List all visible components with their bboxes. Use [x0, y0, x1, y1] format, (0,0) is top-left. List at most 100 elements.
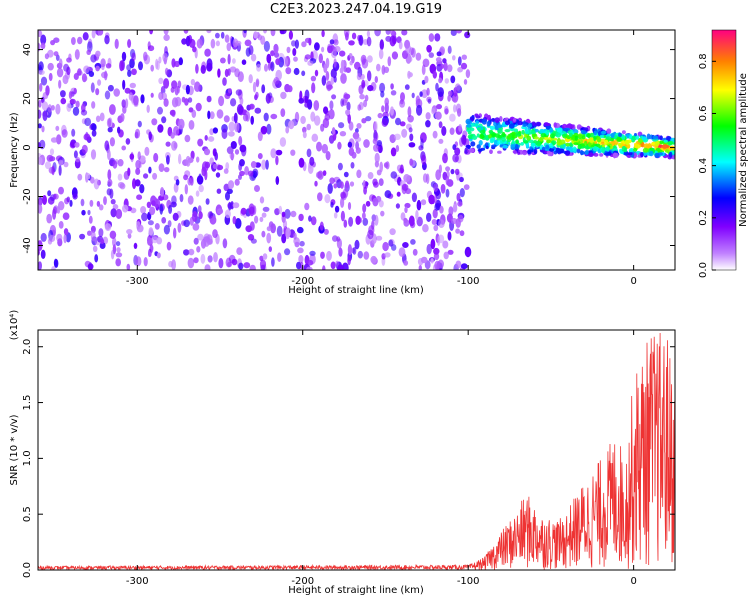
spectrogram-cell [425, 120, 431, 128]
spectrogram-cell [250, 115, 254, 125]
spectrogram-cell [407, 56, 413, 63]
spectrogram-cell [136, 194, 143, 200]
spectrogram-cell [314, 115, 321, 126]
spectrogram-cell [137, 120, 142, 128]
spectrogram-cell [526, 135, 532, 141]
spectrogram-y-tick-label: 20 [22, 92, 33, 105]
spectrogram-cell [116, 247, 121, 253]
spectrogram-cell [53, 51, 59, 57]
spectrogram-cell [308, 215, 312, 222]
spectrogram-cell [234, 40, 242, 46]
spectrogram-cell [126, 229, 133, 235]
spectrogram-cell [431, 219, 437, 225]
spectrogram-cell [440, 184, 446, 194]
spectrogram-cell [479, 134, 485, 139]
spectrogram-cell [501, 131, 506, 138]
spectrogram-cell [104, 70, 108, 81]
spectrogram-cell [41, 101, 49, 111]
spectrogram-cell [188, 248, 195, 256]
spectrogram-cell [398, 41, 403, 50]
spectrogram-cell [401, 30, 408, 36]
spectrogram-cell [434, 203, 441, 211]
spectrogram-cell [478, 140, 483, 146]
spectrogram-cell [156, 237, 163, 245]
spectrogram-cell [627, 152, 633, 156]
spectrogram-cell [367, 55, 373, 63]
spectrogram-cell [177, 80, 182, 89]
spectrogram-cell [474, 113, 479, 117]
spectrogram-cell [520, 142, 524, 146]
spectrogram-cell [330, 261, 336, 270]
spectrogram-cell [143, 173, 149, 179]
spectrogram-cell [601, 144, 606, 148]
spectrogram-cell [394, 133, 401, 140]
spectrogram-cell [162, 52, 168, 63]
spectrogram-cell [104, 90, 111, 100]
spectrogram-frame [37, 29, 676, 271]
spectrogram-cell [168, 260, 174, 268]
spectrogram-cell [263, 30, 267, 34]
spectrogram-cell [261, 212, 267, 218]
spectrogram-cell [339, 131, 347, 137]
spectrogram-cell [239, 170, 245, 177]
spectrogram-cell [504, 120, 511, 126]
spectrogram-cell [460, 263, 468, 270]
spectrogram-cell [262, 253, 268, 260]
spectrogram-cell [464, 31, 471, 39]
spectrogram-cell [435, 190, 442, 200]
snr-y-tick-label: 2.0 [22, 339, 33, 355]
spectrogram-y-label: Frequency (Hz) [9, 112, 20, 188]
spectrogram-cell [80, 198, 85, 207]
spectrogram-cell [488, 129, 494, 134]
spectrogram-cell [206, 62, 213, 72]
spectrogram-cell [572, 146, 577, 153]
spectrogram-cell [535, 121, 542, 127]
spectrogram-cell [438, 219, 445, 229]
spectrogram-cell [294, 39, 299, 49]
spectrogram-cell [38, 199, 43, 205]
spectrogram-cell [533, 136, 540, 140]
spectrogram-cell [510, 144, 516, 148]
spectrogram-cell [407, 106, 412, 118]
colorbar-label: Normalized spectral amplitude [738, 73, 749, 227]
spectrogram-cell [320, 251, 325, 259]
spectrogram-cell [220, 31, 225, 39]
spectrogram-cell [229, 66, 237, 73]
spectrogram-cell [363, 139, 370, 148]
spectrogram-cell [426, 44, 432, 53]
spectrogram-cell [256, 63, 262, 72]
spectrogram-cell [250, 53, 257, 62]
spectrogram-cell [197, 233, 204, 241]
spectrogram-cell [434, 260, 441, 270]
spectrogram-cell [584, 150, 589, 155]
spectrogram-y-tick-label: 0 [22, 144, 33, 150]
spectrogram-cell [560, 144, 565, 148]
spectrogram-cell [457, 201, 463, 207]
spectrogram-cell [348, 216, 354, 227]
spectrogram-cell [497, 150, 502, 154]
spectrogram-cell [569, 147, 574, 153]
spectrogram-cell [355, 147, 361, 154]
spectrogram-x-label: Height of straight line (km) [288, 285, 424, 296]
spectrogram-cell [261, 159, 267, 171]
spectrogram-cell [146, 201, 152, 208]
spectrogram-cell [301, 41, 307, 48]
spectrogram-cell [459, 188, 465, 198]
spectrogram-cell [177, 222, 182, 233]
spectrogram-cell [98, 204, 104, 211]
spectrogram-cell [564, 150, 571, 156]
spectrogram-cell [212, 229, 218, 239]
spectrogram-cell [633, 148, 638, 152]
spectrogram-cell [170, 86, 175, 93]
spectrogram-cell [179, 194, 184, 203]
spectrogram-cell [599, 134, 605, 139]
spectrogram-cell [270, 30, 276, 37]
spectrogram-cell [255, 79, 260, 88]
spectrogram-cell [47, 62, 54, 71]
spectrogram-cell [151, 200, 156, 207]
spectrogram-cell [148, 166, 152, 174]
spectrogram-cell [266, 226, 272, 232]
spectrogram-cell [276, 225, 283, 237]
spectrogram-cell [302, 131, 307, 139]
